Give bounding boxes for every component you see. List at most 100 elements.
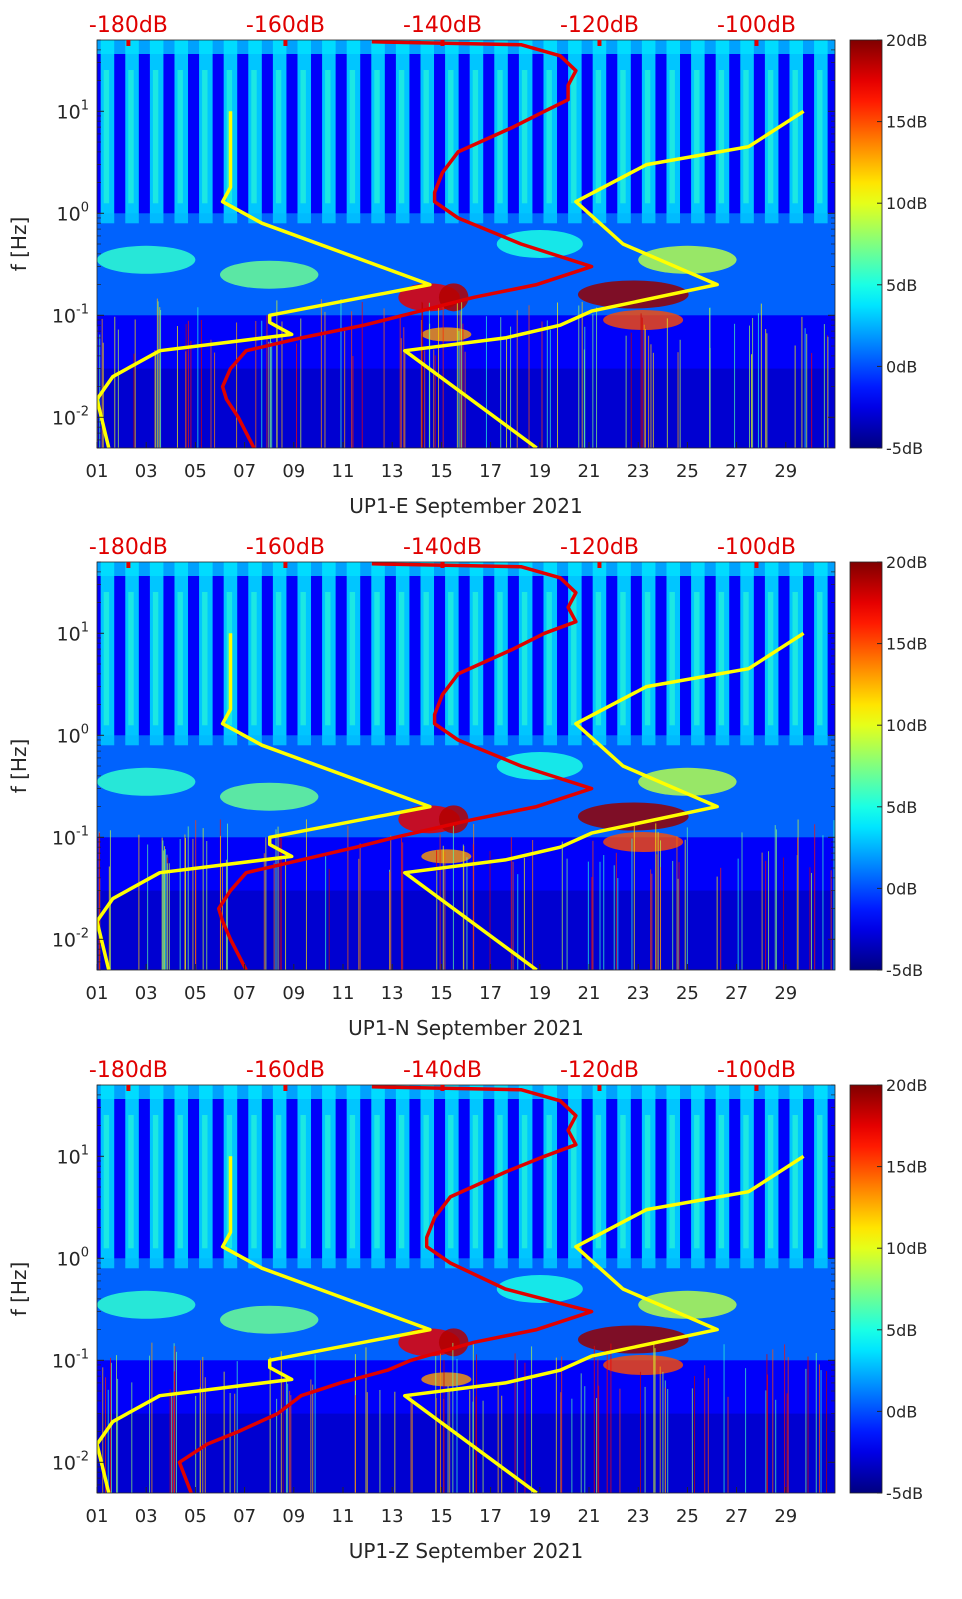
heatmap-day-stripe bbox=[349, 70, 356, 204]
heatmap-day-stripe bbox=[103, 592, 110, 726]
x-tick-label: 17 bbox=[479, 461, 502, 482]
y-tick-label: 100 bbox=[57, 1245, 89, 1270]
x-tick-label: 27 bbox=[725, 461, 748, 482]
y-axis-label: f [Hz] bbox=[7, 739, 31, 794]
heatmap-low-band bbox=[97, 368, 835, 448]
x-tick-label: 17 bbox=[479, 983, 502, 1004]
x-tick-label: 25 bbox=[676, 1506, 699, 1527]
x-tick-label: 05 bbox=[184, 983, 207, 1004]
spectrogram-heatmap bbox=[97, 562, 835, 970]
heatmap-day-stripe bbox=[300, 1115, 306, 1249]
heatmap-low-band bbox=[97, 890, 835, 970]
x-tick-label: 07 bbox=[233, 1506, 256, 1527]
heatmap-storm-blob bbox=[577, 280, 689, 309]
heatmap-day-stripe bbox=[325, 592, 331, 726]
heatmap-day-stripe bbox=[595, 70, 602, 204]
heatmap-day-stripe bbox=[817, 1115, 823, 1249]
heatmap-day-stripe bbox=[694, 592, 700, 726]
heatmap-day-stripe bbox=[251, 1115, 257, 1249]
colorbar bbox=[850, 562, 882, 970]
x-tick-label: 09 bbox=[282, 1506, 305, 1527]
x-tick-label: 13 bbox=[381, 461, 404, 482]
y-tick-exponent: -1 bbox=[76, 1347, 89, 1362]
colorbar-frame bbox=[849, 1084, 883, 1494]
y-tick-label: 100 bbox=[57, 200, 89, 225]
x-tick-label: 27 bbox=[725, 1506, 748, 1527]
y-tick-exponent: 1 bbox=[81, 620, 89, 635]
heatmap-day-stripe bbox=[694, 1115, 700, 1249]
heatmap-day-stripe bbox=[374, 592, 380, 726]
x-tick-label: 19 bbox=[528, 983, 551, 1004]
heatmap-day-stripe bbox=[546, 70, 552, 204]
heatmap-storm-blob bbox=[220, 782, 319, 811]
heatmap-day-stripe bbox=[767, 1115, 774, 1249]
top-axis-tick-label: -180dB bbox=[89, 535, 168, 560]
heatmap-day-stripe bbox=[644, 592, 651, 726]
x-tick-label: 01 bbox=[86, 983, 109, 1004]
heatmap-day-stripe bbox=[398, 592, 405, 726]
heatmap-day-stripe bbox=[792, 592, 798, 726]
heatmap-day-stripe bbox=[448, 592, 454, 726]
heatmap-day-stripe bbox=[644, 70, 651, 204]
colorbar-tick-label: 0dB bbox=[886, 357, 917, 376]
heatmap-low-band bbox=[97, 1413, 835, 1493]
x-tick-label: 21 bbox=[578, 461, 601, 482]
x-tick-label: 03 bbox=[135, 461, 158, 482]
x-axis-label: UP1-N September 2021 bbox=[348, 1016, 584, 1040]
y-tick-label: 10-2 bbox=[52, 1449, 89, 1474]
y-tick-exponent: -2 bbox=[76, 926, 89, 941]
colorbar-tick-label: 5dB bbox=[886, 276, 917, 295]
colorbar-tick-label: 10dB bbox=[886, 716, 928, 735]
heatmap-top-band bbox=[97, 1085, 835, 1099]
top-axis-tick-label: -160dB bbox=[246, 13, 325, 38]
heatmap-day-stripe bbox=[275, 70, 282, 204]
y-tick-label: 10-1 bbox=[52, 302, 89, 327]
heatmap-day-stripe bbox=[571, 70, 577, 204]
heatmap-day-stripe bbox=[103, 1115, 110, 1249]
colorbar-frame bbox=[849, 39, 883, 449]
heatmap-day-stripe bbox=[521, 592, 528, 726]
y-tick-label: 101 bbox=[57, 1143, 89, 1168]
heatmap-storm-blob bbox=[638, 767, 737, 796]
colorbar-tick-label: 0dB bbox=[886, 1402, 917, 1421]
top-axis-tick-label: -100dB bbox=[717, 535, 796, 560]
heatmap-day-stripe bbox=[620, 1115, 626, 1249]
colorbar-tick-label: 15dB bbox=[886, 113, 928, 132]
y-axis-label: f [Hz] bbox=[7, 217, 31, 272]
heatmap-day-stripe bbox=[472, 70, 479, 204]
heatmap-day-stripe bbox=[595, 592, 602, 726]
top-axis-tick-label: -160dB bbox=[246, 1058, 325, 1083]
heatmap-day-stripe bbox=[128, 70, 134, 204]
heatmap-day-stripe bbox=[423, 70, 429, 204]
top-axis-tick-label: -140dB bbox=[403, 13, 482, 38]
heatmap-day-stripe bbox=[595, 1115, 602, 1249]
heatmap-day-stripe bbox=[571, 592, 577, 726]
y-tick-label: 10-1 bbox=[52, 1347, 89, 1372]
heatmap-day-stripe bbox=[423, 1115, 429, 1249]
heatmap-day-stripe bbox=[177, 70, 183, 204]
x-tick-label: 11 bbox=[332, 1506, 355, 1527]
yellow-noise-model-curve bbox=[97, 1156, 432, 1493]
x-tick-label: 11 bbox=[332, 461, 355, 482]
heatmap-day-stripe bbox=[472, 1115, 479, 1249]
x-tick-label: 19 bbox=[528, 461, 551, 482]
y-tick-label: 10-2 bbox=[52, 404, 89, 429]
y-tick-label: 10-2 bbox=[52, 926, 89, 951]
heatmap-day-stripe bbox=[275, 1115, 282, 1249]
heatmap-day-stripe bbox=[202, 1115, 208, 1249]
heatmap-day-stripe bbox=[177, 1115, 183, 1249]
x-tick-label: 03 bbox=[135, 1506, 158, 1527]
heatmap-storm-blob bbox=[577, 802, 689, 831]
heatmap-day-stripe bbox=[349, 592, 356, 726]
y-tick-exponent: 0 bbox=[81, 722, 89, 737]
x-tick-label: 25 bbox=[676, 983, 699, 1004]
top-axis-tick-label: -100dB bbox=[717, 13, 796, 38]
heatmap-storm-blob bbox=[421, 327, 472, 342]
x-tick-label: 13 bbox=[381, 983, 404, 1004]
heatmap-day-stripe bbox=[718, 70, 725, 204]
heatmap-day-stripe bbox=[817, 592, 823, 726]
yellow-noise-model-curve bbox=[97, 111, 432, 448]
heatmap-storm-blob bbox=[97, 767, 196, 796]
heatmap-storm-blob bbox=[496, 1275, 583, 1303]
